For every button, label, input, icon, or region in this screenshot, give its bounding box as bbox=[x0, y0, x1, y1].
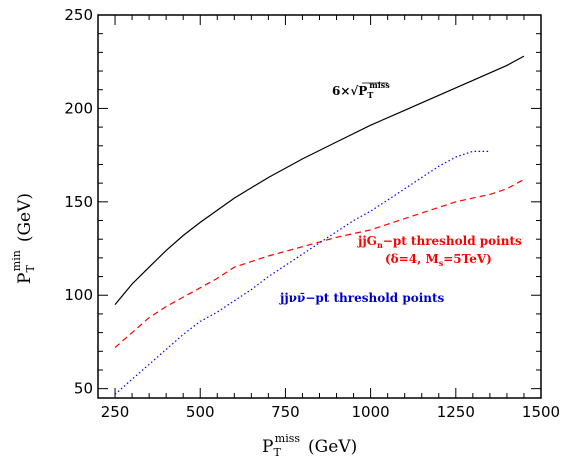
x-axis-title: PTmiss (GeV) bbox=[262, 432, 357, 459]
annotation-sqrt-label: 6×√PTmiss bbox=[332, 80, 390, 100]
y-tick-label: 50 bbox=[74, 380, 93, 398]
y-tick-label: 250 bbox=[64, 6, 93, 24]
solid-curve-line bbox=[114, 55, 525, 305]
x-tick-label: 1000 bbox=[352, 403, 390, 421]
y-tick-label: 200 bbox=[64, 99, 93, 117]
plot-frame bbox=[97, 14, 542, 399]
tick-marks bbox=[97, 14, 542, 398]
y-tick-label: 100 bbox=[64, 286, 93, 304]
annotation-gn-label: jjGn−pt threshold points bbox=[357, 234, 522, 250]
nunu-threshold-line bbox=[114, 150, 490, 395]
series-lines bbox=[114, 55, 525, 395]
y-axis-title: PTmin(GeV) bbox=[10, 193, 37, 284]
tick-labels: 250 500 750 1000 1250 1500 50 100 150 200 250 bbox=[64, 6, 560, 421]
x-tick-label: 1500 bbox=[522, 403, 560, 421]
x-tick-label: 250 bbox=[101, 403, 130, 421]
annotation-gn-params: (δ=4, Ms=5TeV) bbox=[385, 252, 492, 268]
gn-threshold-line bbox=[114, 178, 525, 349]
x-tick-label: 500 bbox=[186, 403, 215, 421]
annotation-nunu-label: jjνν̄−pt threshold points bbox=[279, 291, 445, 305]
x-tick-label: 750 bbox=[271, 403, 300, 421]
x-tick-label: 1250 bbox=[437, 403, 475, 421]
y-tick-label: 150 bbox=[64, 193, 93, 211]
